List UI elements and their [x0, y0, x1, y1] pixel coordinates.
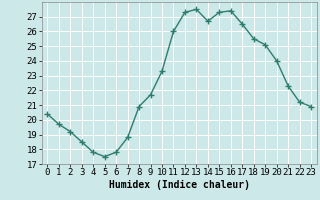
X-axis label: Humidex (Indice chaleur): Humidex (Indice chaleur) — [109, 180, 250, 190]
